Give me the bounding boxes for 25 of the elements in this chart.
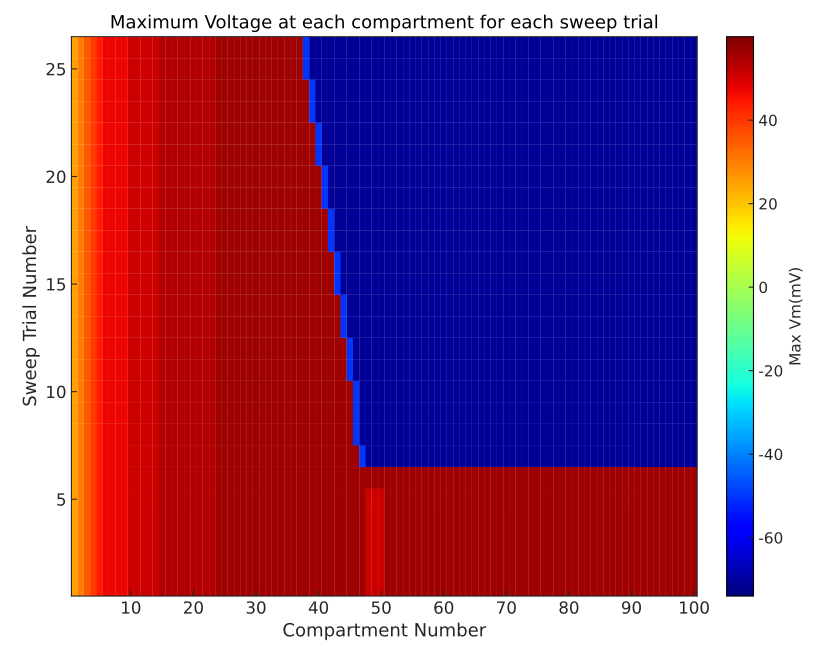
- color-bar-label: -20: [759, 365, 782, 377]
- x-tick-label: 50: [372, 601, 391, 614]
- x-tick-label: 80: [559, 601, 578, 614]
- y-tick-label: 20: [46, 170, 66, 184]
- x-tick-label: 30: [246, 601, 266, 614]
- y-tick-label: 5: [57, 493, 66, 506]
- x-tick-label: 100: [680, 601, 709, 614]
- x-axis-title: Compartment Number: [283, 622, 486, 640]
- x-tick-label: 10: [122, 601, 140, 614]
- x-tick-label: 60: [434, 601, 454, 614]
- x-tick-label: 70: [497, 601, 516, 614]
- y-tick-label: 10: [47, 386, 66, 398]
- color-bar-label: 40: [759, 114, 777, 126]
- x-tick-label: 40: [308, 601, 328, 614]
- color-bar-title: Max Vm(mV): [788, 268, 802, 364]
- color-bar-label: -60: [759, 532, 782, 544]
- y-tick-label: 15: [47, 278, 66, 291]
- y-tick-label: 25: [46, 62, 66, 76]
- chart-title: Maximum Voltage at each compartment for each sweep trial: [112, 14, 658, 32]
- x-tick-label: 90: [622, 601, 641, 614]
- x-tick-label: 20: [184, 601, 203, 614]
- color-bar-label: 0: [759, 282, 768, 294]
- color-bar-label: 20: [759, 198, 777, 210]
- y-axis-title: Sweep Trial Number: [22, 226, 40, 406]
- color-bar-label: -40: [759, 448, 782, 460]
